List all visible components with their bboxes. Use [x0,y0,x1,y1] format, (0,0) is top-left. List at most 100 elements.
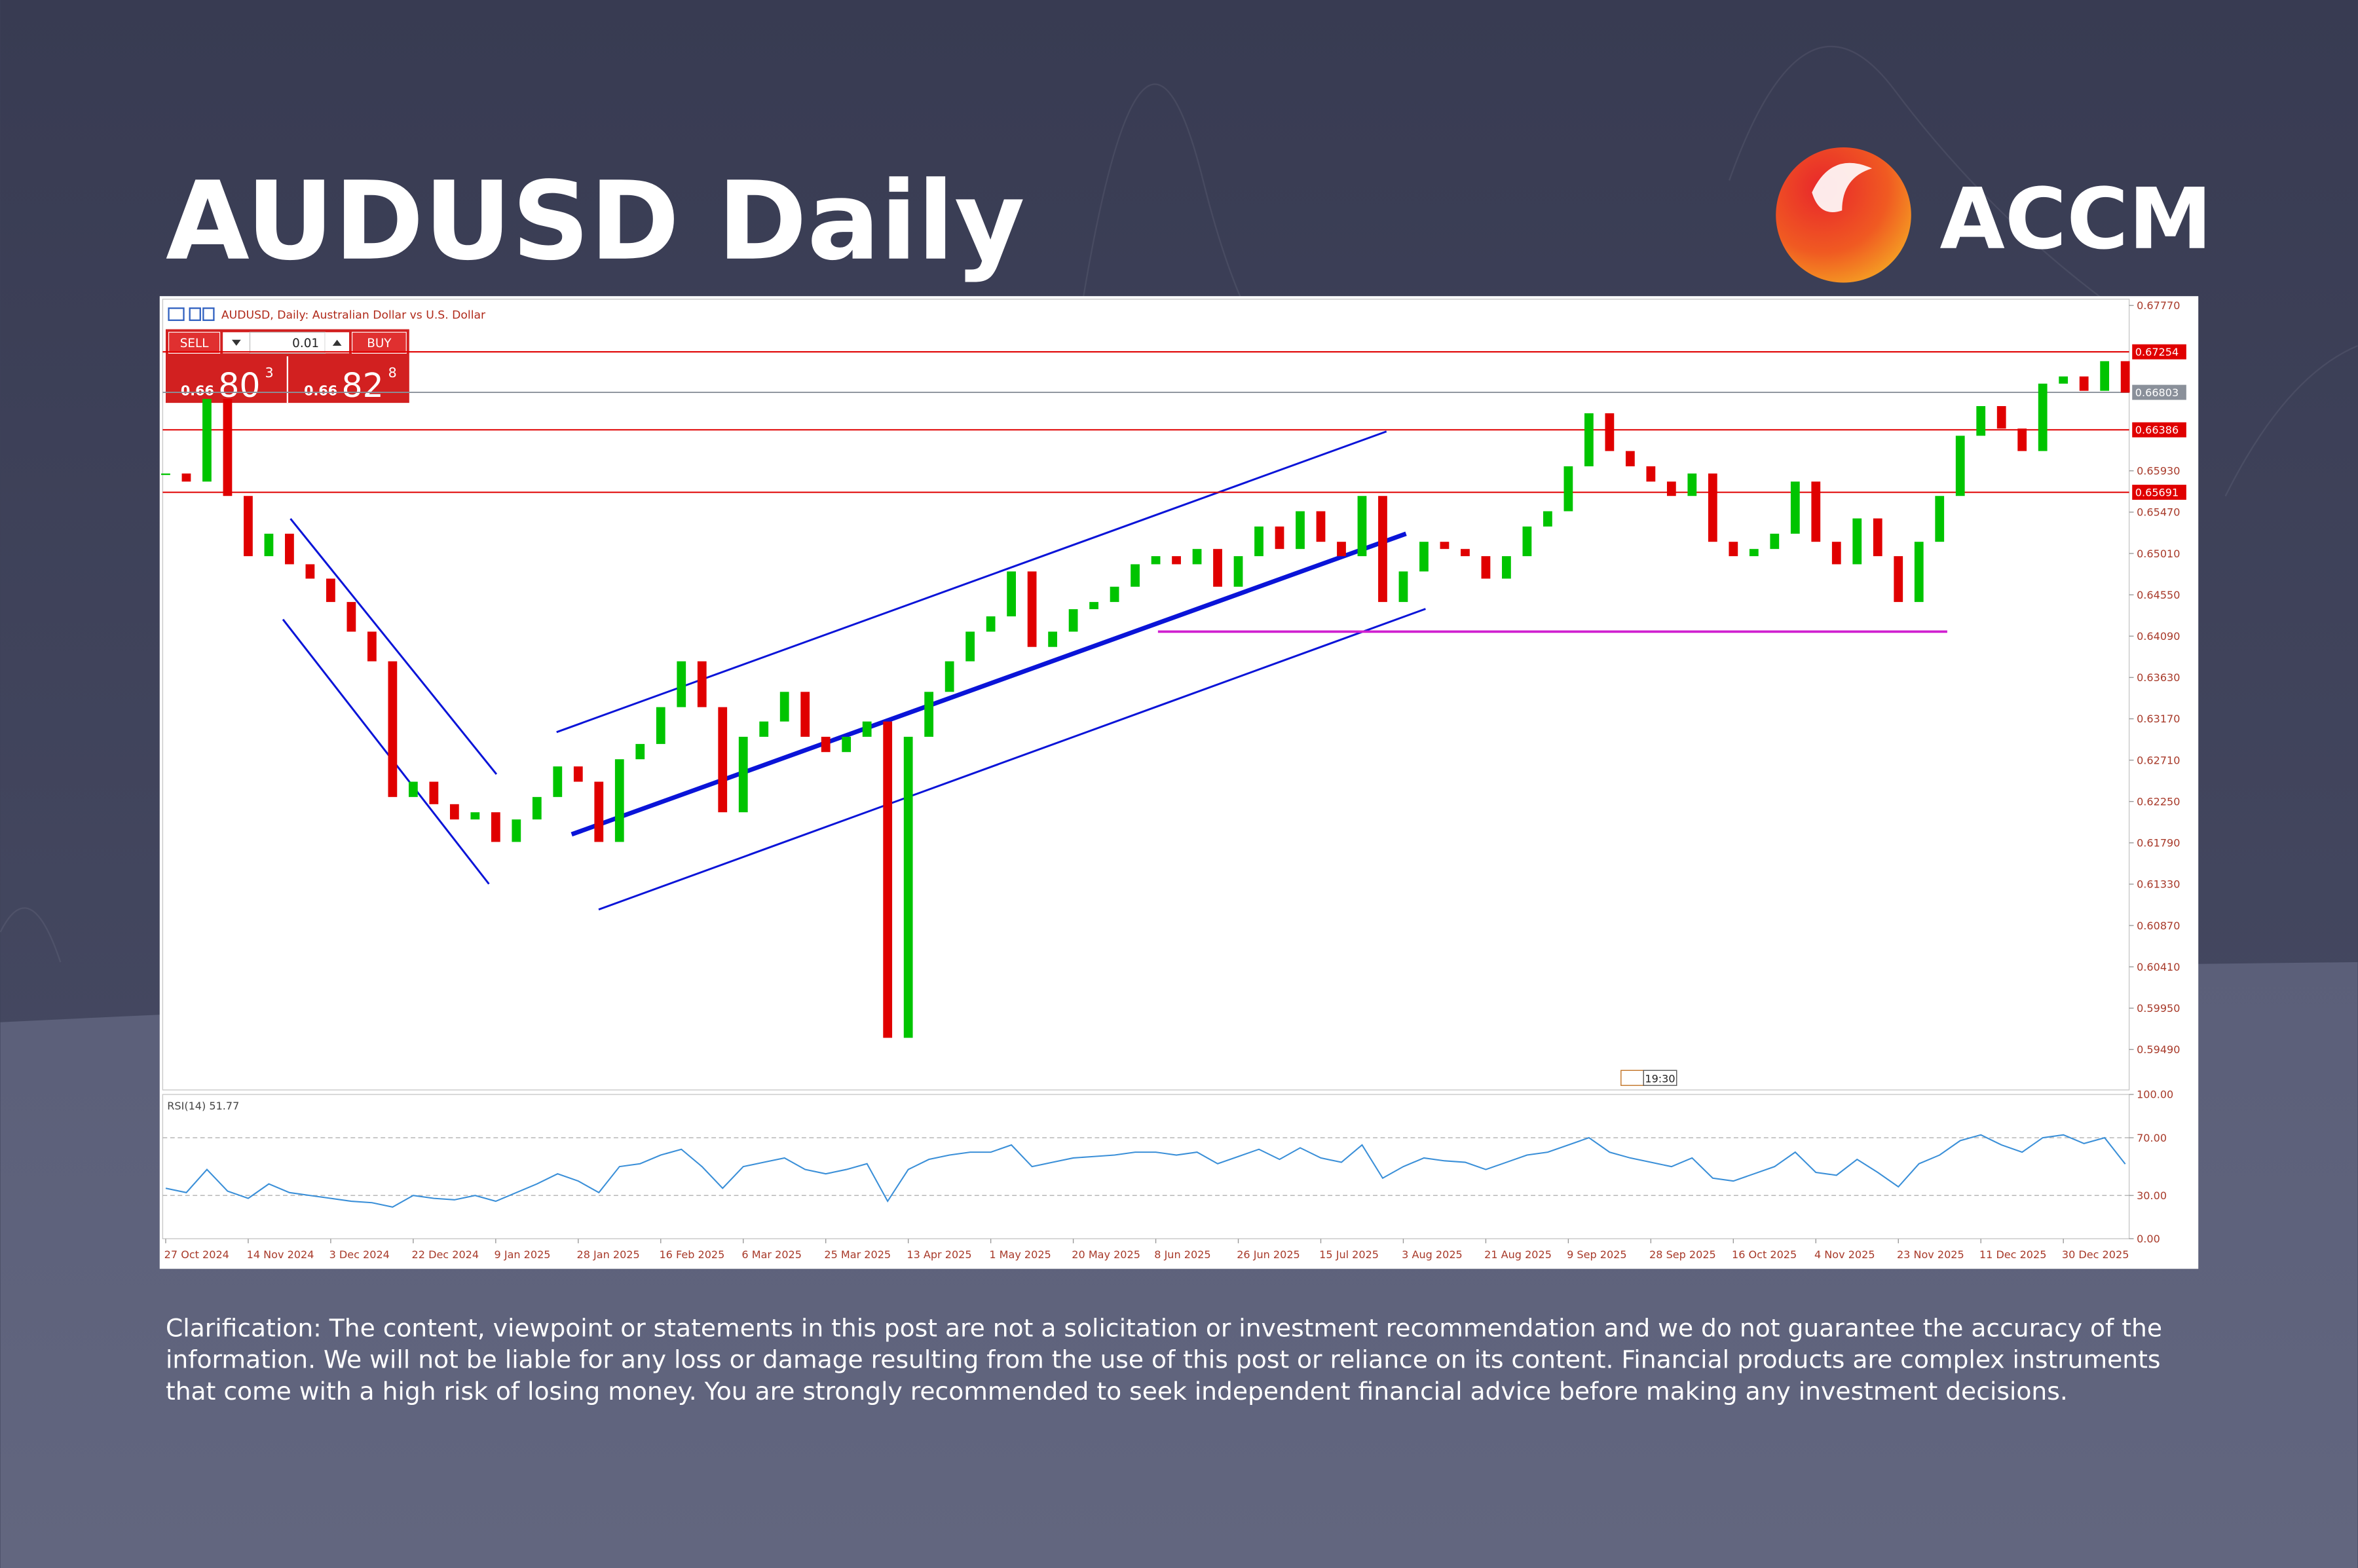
rsi-label: RSI(14) 51.77 [167,1100,239,1112]
candle [2017,428,2027,451]
candle [573,766,583,782]
candle [759,721,769,737]
icon [202,307,215,322]
buy-button[interactable] [352,331,407,354]
x-tick-label: 28 Jan 2025 [577,1248,640,1261]
trade-panel: SELL 0.01 BUY 0.66 80 3 0.66 82 8 [165,329,409,405]
chart-panel [159,296,2199,1269]
trend-line [571,531,1407,837]
candle [779,692,789,722]
candle [903,736,913,1038]
candle [821,736,831,753]
candle [1275,526,1284,550]
candle [656,707,665,744]
logo-swoosh [1812,162,1873,212]
candle [986,616,996,632]
buy-label[interactable]: BUY [367,337,392,350]
y-tick-label: 0.65010 [2137,548,2180,560]
rsi-tick-label: 70.00 [2137,1132,2167,1144]
sell-button[interactable] [168,331,221,354]
y-tick-label: 0.60870 [2137,920,2180,932]
time-box [1643,1070,1677,1086]
y-tick-label: 0.65930 [2137,465,2180,477]
candle [346,602,356,632]
candle [718,707,728,813]
current-price-label: 0.66803 [2135,386,2179,399]
y-tick-label: 0.61790 [2137,837,2180,849]
candle [1646,466,1656,482]
dropdown-arrow [231,339,241,346]
candle [2059,376,2068,384]
level-label: 0.67254 [2135,346,2179,358]
logo: ACCM [1776,147,2212,283]
candle [161,473,170,476]
y-tick-label: 0.61330 [2137,878,2180,891]
candle [202,399,212,482]
candle [2100,361,2110,391]
candle [1894,556,1903,603]
x-tick-label: 4 Nov 2025 [1814,1248,1875,1261]
x-tick-label: 16 Oct 2025 [1732,1248,1797,1261]
candle [1357,496,1367,557]
bid-prefix: 0.66 [181,383,214,399]
y-tick-label: 0.60410 [2137,961,2180,973]
lot-input[interactable] [249,331,326,354]
candle [594,781,604,842]
candle [1419,542,1429,572]
candle [285,533,294,565]
sell-label[interactable]: SELL [180,337,209,350]
candle [883,721,893,1038]
level-tag [2132,344,2186,360]
candle [1068,609,1078,632]
candle [532,796,542,820]
lot-value: 0.01 [292,337,319,350]
candle [1110,586,1119,603]
candle [1172,556,1181,565]
y-tick-label: 0.62710 [2137,754,2180,766]
candle [1831,542,1841,565]
y-tick-label: 0.65470 [2137,506,2180,519]
candle [1976,406,1986,436]
bid-sup: 3 [265,365,273,381]
x-tick-label: 21 Aug 2025 [1484,1248,1552,1261]
candle [1666,481,1676,496]
x-tick-label: 9 Jan 2025 [495,1248,551,1261]
candle [181,473,191,482]
logo-mark [1776,147,1911,283]
candle [1543,511,1552,527]
candle [677,661,686,707]
candle [408,781,418,797]
candle [326,578,335,603]
candle [1811,481,1821,542]
candle [1131,564,1140,587]
candle [1316,511,1326,542]
chart: AUDUSD, Daily: Australian Dollar vs U.S.… [161,299,2186,1261]
candle [223,399,233,496]
candle [1729,542,1738,557]
candle [1955,436,1965,496]
candle [1625,451,1635,466]
candle [862,721,872,737]
candle [1522,526,1532,557]
candle [800,692,810,737]
candle [1027,571,1037,647]
level-label: 0.65691 [2135,486,2179,498]
x-tick-label: 28 Sep 2025 [1649,1248,1716,1261]
stepper-arrow [332,339,342,346]
candle [1007,571,1017,617]
rsi-tick-label: 30.00 [2137,1189,2167,1202]
rsi-tick-label: 0.00 [2137,1233,2160,1245]
candle [1749,549,1759,557]
y-tick-label: 0.63630 [2137,671,2180,684]
candle [1151,556,1161,565]
candle [1192,549,1202,565]
candle [1398,571,1408,603]
disclaimer-box: Clarification: The content, viewpoint or… [166,1314,2162,1406]
time-marker: 19:30 [1620,1070,1677,1086]
candle [1563,466,1573,512]
x-tick-label: 27 Oct 2024 [164,1248,229,1261]
ask-main: 82 [342,366,384,405]
candle [1213,549,1222,587]
y-tick-label: 0.67770 [2137,299,2180,312]
